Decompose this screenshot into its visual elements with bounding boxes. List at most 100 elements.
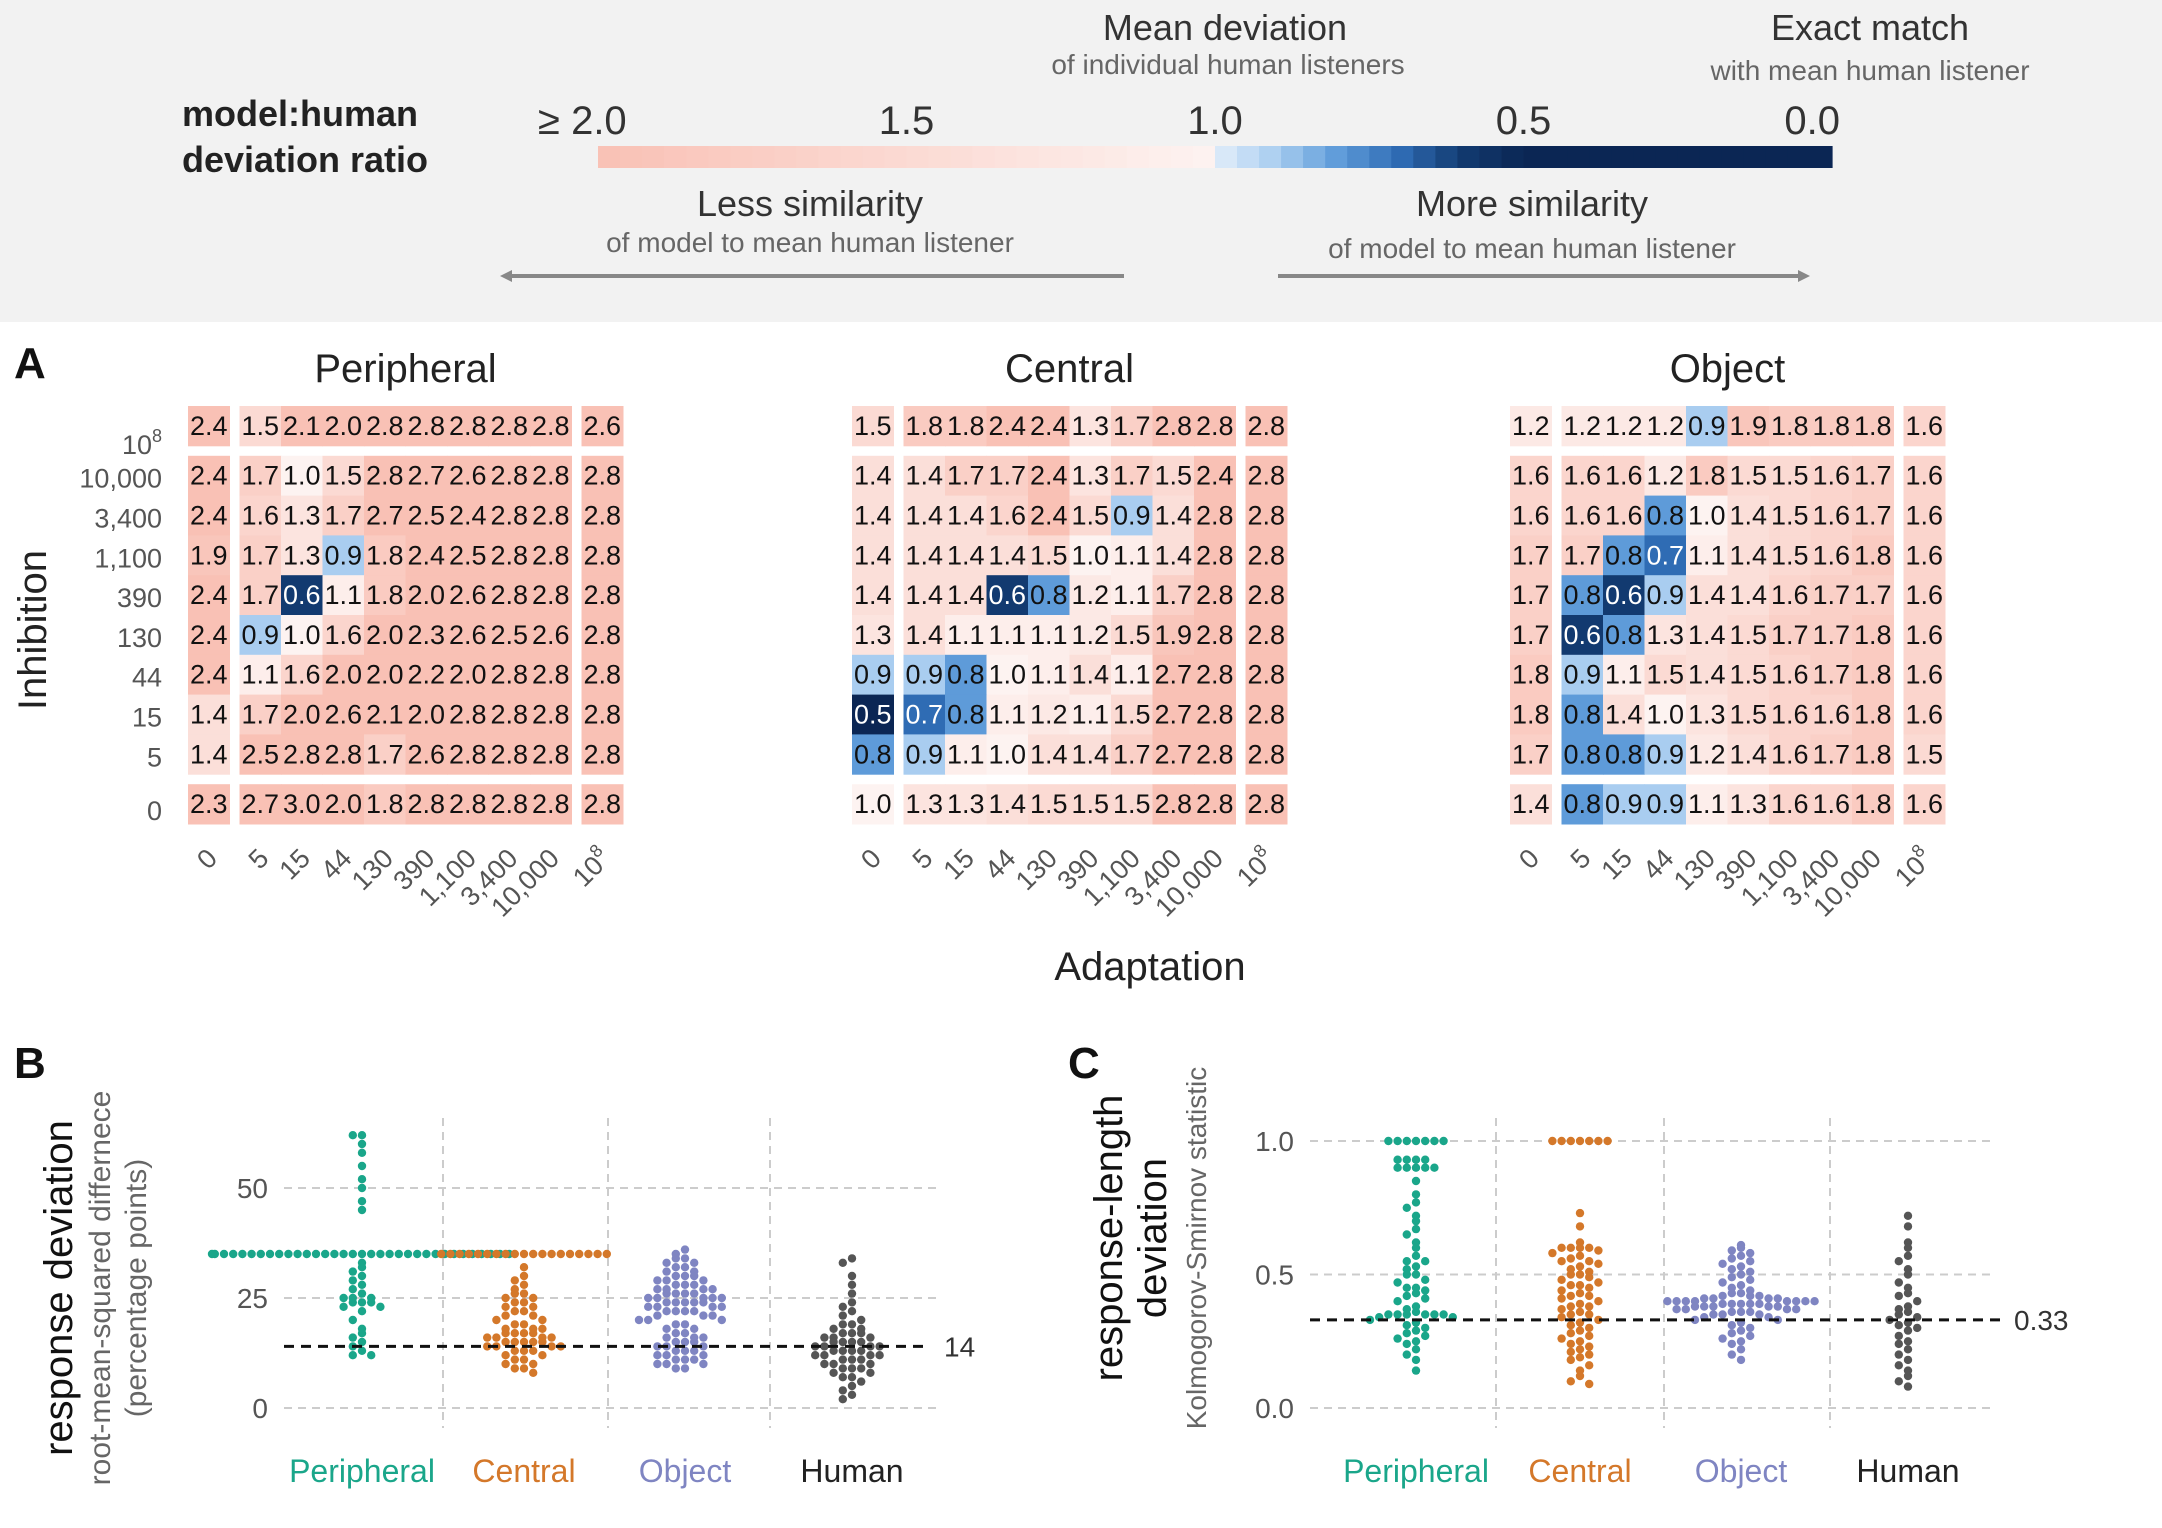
data-point-central xyxy=(510,1307,519,1316)
heatmap-cell xyxy=(188,535,230,576)
data-point-peripheral xyxy=(1402,1230,1412,1239)
heatmap-cell xyxy=(322,784,365,825)
colorbar-tick-label: 0.0 xyxy=(1784,99,1840,143)
data-point-central xyxy=(510,1346,519,1356)
data-point-central xyxy=(584,1249,593,1259)
heatmap-cell-label: 2.8 xyxy=(1248,501,1286,531)
heatmap-cell xyxy=(1194,406,1236,447)
heatmap-cell-label: 1.8 xyxy=(1854,739,1892,769)
heatmap-cell xyxy=(1152,455,1195,497)
data-point-human xyxy=(847,1320,857,1329)
data-point-human xyxy=(847,1271,857,1281)
heatmap-cell-label: 1.4 xyxy=(1730,501,1768,531)
data-point-central xyxy=(464,1249,473,1259)
heatmap-cell-label: 0.8 xyxy=(1564,789,1602,819)
data-point-peripheral xyxy=(1402,1136,1412,1146)
heatmap-cell xyxy=(1245,575,1288,616)
heatmap-cell-label: 2.8 xyxy=(532,789,570,819)
heatmap-cell-label: 1.2 xyxy=(1647,461,1685,491)
data-point-central xyxy=(501,1293,510,1303)
heatmap-cell xyxy=(1245,734,1288,775)
heatmap-cell xyxy=(1727,694,1770,735)
data-point-central xyxy=(510,1355,519,1364)
data-point-peripheral xyxy=(207,1249,217,1259)
data-point-human xyxy=(866,1368,875,1378)
heatmap-cell xyxy=(530,784,572,825)
heatmap-cell xyxy=(1727,734,1770,775)
panel-b: B response deviation root-mean-squared d… xyxy=(14,1039,975,1489)
data-point-object xyxy=(653,1285,662,1294)
data-point-central xyxy=(547,1333,556,1342)
data-point-peripheral xyxy=(1411,1262,1421,1271)
data-point-central xyxy=(1548,1136,1557,1146)
heatmap-cell-label: 2.8 xyxy=(1248,620,1286,650)
panel-a-letter: A xyxy=(14,339,46,388)
heatmap-cell xyxy=(239,734,282,775)
colorbar-segment xyxy=(774,146,797,168)
data-point-central xyxy=(1594,1136,1603,1146)
data-point-peripheral xyxy=(1402,1155,1412,1164)
data-point-central xyxy=(510,1364,519,1373)
data-point-central xyxy=(1585,1350,1594,1359)
heatmap-cell xyxy=(581,694,624,735)
heatmap-cell-label: 0.9 xyxy=(1564,660,1602,690)
data-point-object xyxy=(1663,1297,1672,1306)
heatmap-cell-label: 2.8 xyxy=(1196,540,1234,570)
heatmap-cell xyxy=(1903,615,1946,656)
data-point-peripheral xyxy=(1393,1278,1402,1287)
heatmap-cell xyxy=(1644,734,1687,775)
data-point-central xyxy=(1575,1208,1585,1218)
heatmap-cell xyxy=(581,406,624,447)
heatmap-row-tick: 130 xyxy=(117,623,162,653)
heatmap-cell-label: 1.5 xyxy=(1072,789,1110,819)
heatmap-cell xyxy=(1686,455,1728,497)
heatmap-cell xyxy=(852,784,894,825)
heatmap-cell xyxy=(581,535,624,576)
data-point-object xyxy=(690,1307,699,1316)
data-point-human xyxy=(866,1333,875,1342)
data-point-peripheral xyxy=(1384,1136,1393,1146)
colorbar-segment xyxy=(1677,146,1701,168)
data-point-peripheral xyxy=(357,1175,367,1184)
heatmap-cell xyxy=(1510,615,1552,656)
data-point-peripheral xyxy=(219,1249,229,1259)
heatmap-cell-label: 2.8 xyxy=(1248,540,1286,570)
heatmap-cell xyxy=(488,406,531,447)
heatmap-cell-label: 1.4 xyxy=(1730,739,1768,769)
heatmap-col-tick: 15 xyxy=(938,843,980,885)
heatmap-cell xyxy=(581,575,624,616)
colorbar-segment xyxy=(730,146,753,168)
data-point-peripheral xyxy=(1411,1163,1421,1172)
heatmap-cell-label: 2.5 xyxy=(491,620,529,650)
heatmap-cell-label: 2.8 xyxy=(449,789,487,819)
heatmap-cell xyxy=(1028,734,1070,775)
heatmap-cell-label: 2.8 xyxy=(1248,789,1286,819)
data-point-object xyxy=(708,1302,717,1312)
data-point-central xyxy=(483,1249,492,1259)
data-point-central xyxy=(1585,1342,1594,1351)
heatmap-cell xyxy=(530,575,572,616)
heatmap-cell-label: 1.7 xyxy=(1854,580,1892,610)
heatmap-cell xyxy=(1028,654,1070,696)
heatmap-cell xyxy=(581,495,624,536)
data-point-object xyxy=(671,1355,680,1364)
heatmap-cell xyxy=(1069,406,1112,447)
heatmap-cell-label: 2.3 xyxy=(190,789,228,819)
data-point-object xyxy=(662,1351,671,1360)
data-point-central xyxy=(529,1249,538,1259)
reference-line-label: 0.33 xyxy=(2014,1305,2069,1336)
heatmap-cell-label: 2.4 xyxy=(190,501,228,531)
heatmap-cell-label: 1.7 xyxy=(1564,540,1602,570)
heatmap-cell xyxy=(322,495,365,536)
data-point-human xyxy=(820,1359,829,1369)
heatmap-cell xyxy=(581,654,624,696)
data-point-peripheral xyxy=(284,1249,293,1259)
heatmap-cell xyxy=(1069,654,1112,696)
heatmap-cell-label: 2.8 xyxy=(491,540,529,570)
data-point-peripheral xyxy=(1411,1243,1421,1253)
heatmap-cell-label: 0.5 xyxy=(854,700,892,730)
data-point-peripheral xyxy=(357,1197,367,1206)
data-point-human xyxy=(847,1381,857,1391)
data-point-human xyxy=(857,1329,866,1338)
heatmap-col-tick: 5 xyxy=(1565,843,1597,875)
